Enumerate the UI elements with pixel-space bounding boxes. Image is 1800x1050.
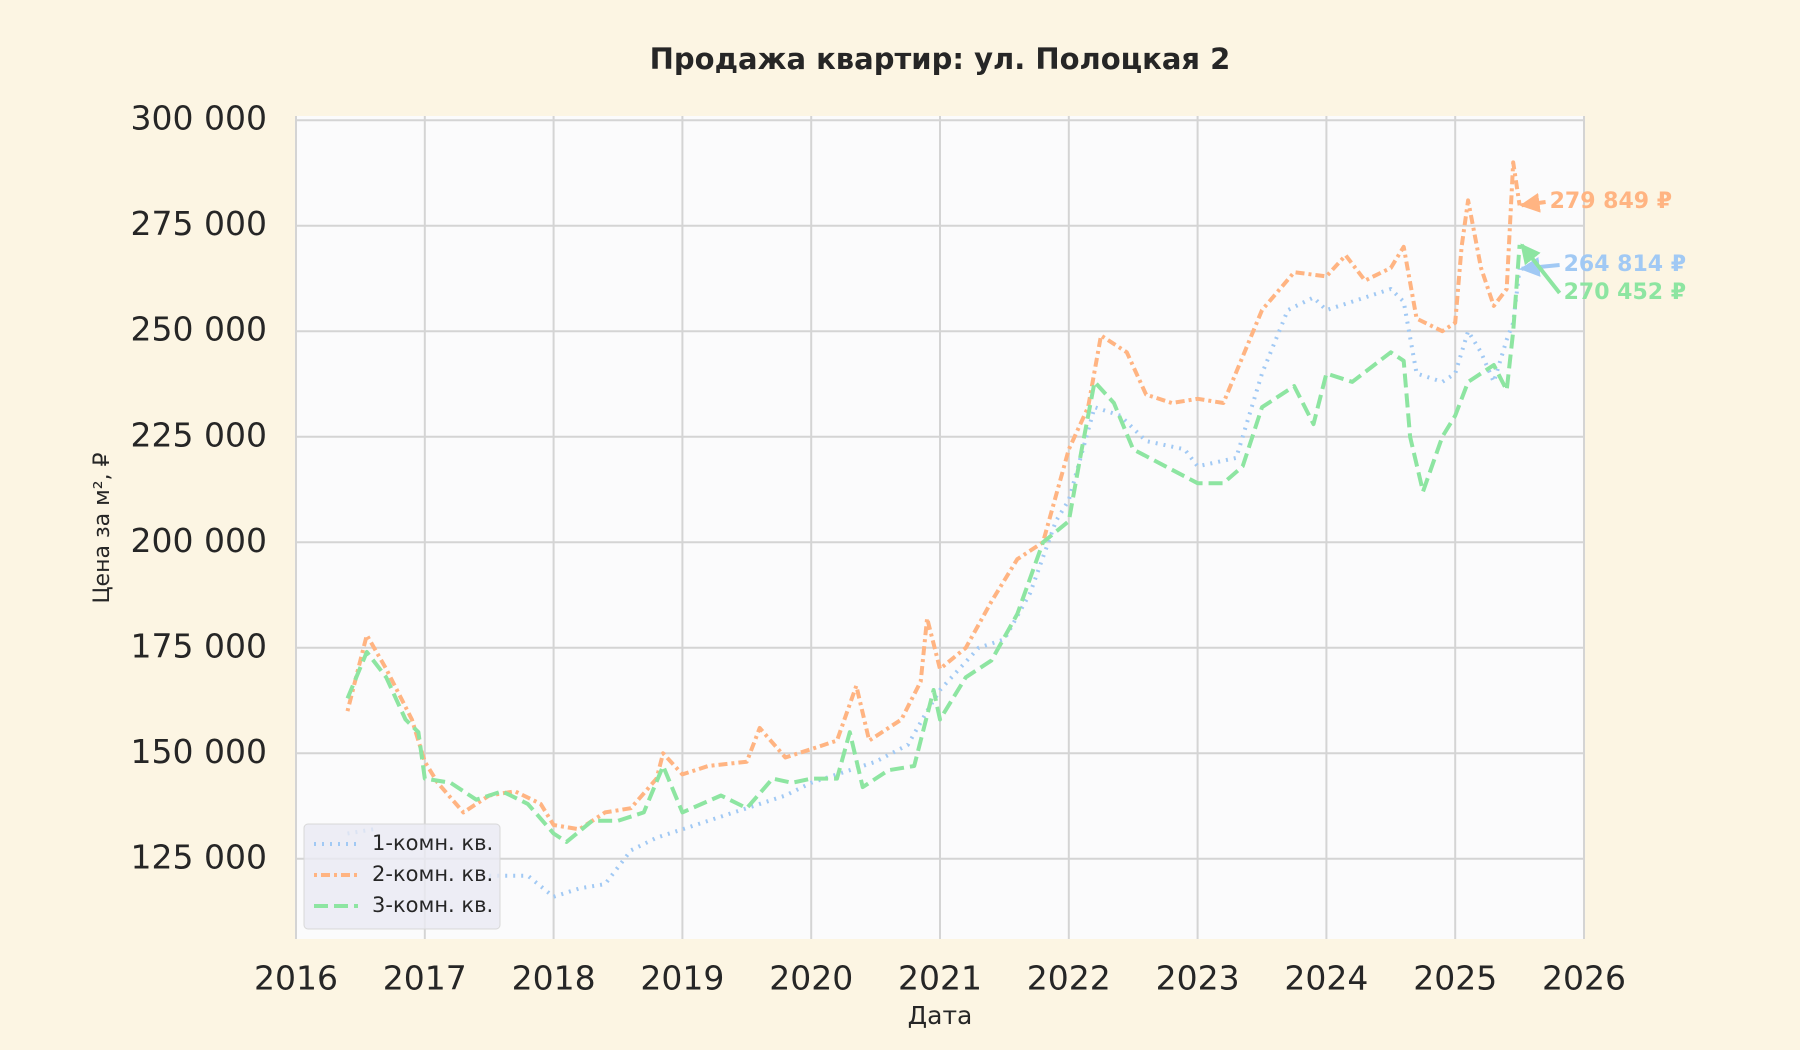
annotation-arrow [1519,192,1546,213]
x-tick-label: 2025 [1413,959,1497,998]
x-tick-label: 2023 [1156,959,1240,998]
x-tick-label: 2022 [1027,959,1111,998]
y-tick-label: 250 000 [131,310,267,349]
x-tick-label: 2020 [769,959,853,998]
y-tick-label: 300 000 [131,99,267,138]
x-tick-label: 2021 [898,959,982,998]
legend-label: 2-комн. кв. [372,862,493,886]
annotation-label: 264 814 ₽ [1564,252,1686,277]
x-tick-label: 2018 [512,959,596,998]
x-tick-label: 2026 [1542,959,1626,998]
legend-box [303,823,501,930]
y-tick-label: 175 000 [131,626,267,665]
annotation-label: 270 452 ₽ [1564,280,1686,305]
x-tick-label: 2019 [640,959,724,998]
y-tick-label: 275 000 [131,204,267,243]
y-tick-label: 125 000 [131,837,267,876]
legend-label: 3-комн. кв. [372,893,493,917]
legend-label: 1-комн. кв. [372,831,493,855]
y-axis-label: Цена за м², ₽ [90,452,115,603]
legend: 1-комн. кв. 2-комн. кв. 3-комн. кв. [303,823,501,930]
annotation-arrow [1520,243,1562,295]
x-tick-label: 2017 [383,959,467,998]
x-tick-label: 2024 [1284,959,1368,998]
y-tick-label: 150 000 [131,732,267,771]
y-tick-label: 225 000 [131,415,267,454]
series-line [345,244,1522,844]
annotation-label: 279 849 ₽ [1550,189,1672,214]
y-tick-label: 200 000 [131,521,267,560]
series-line [345,160,1522,832]
chart-title: Продажа квартир: ул. Полоцкая 2 [650,42,1231,76]
x-axis-label: Дата [908,1001,973,1030]
x-tick-label: 2016 [254,959,338,998]
